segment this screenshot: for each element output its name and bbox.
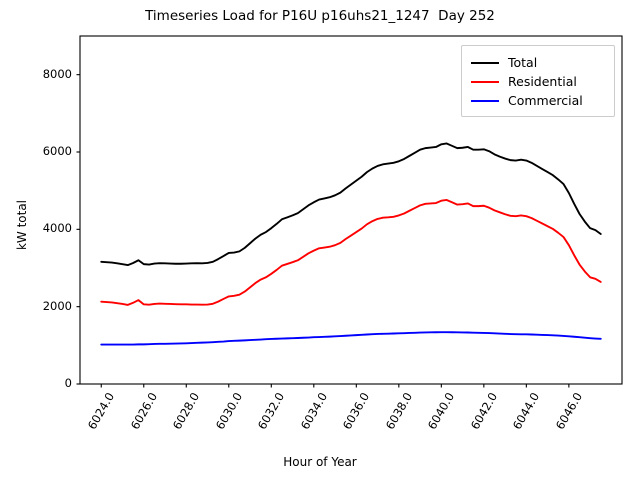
plot-frame [79, 35, 623, 385]
chart-legend: Total Residential Commercial [461, 45, 615, 117]
legend-item-residential: Residential [471, 72, 605, 91]
legend-swatch-commercial [471, 99, 499, 102]
series-line-residential [100, 198, 602, 306]
y-tick-label: 4000 [42, 221, 72, 236]
series-line-commercial [100, 331, 602, 346]
y-tick-label: 2000 [42, 298, 72, 313]
axes-spines [79, 35, 623, 385]
x-axis-label: Hour of Year [283, 455, 357, 469]
legend-swatch-total [471, 61, 499, 64]
legend-label-commercial: Commercial [508, 93, 583, 108]
chart-title: Timeseries Load for P16U p16uhs21_1247 D… [145, 8, 495, 24]
x-tick-marks [100, 384, 570, 388]
data-series-group [100, 142, 602, 346]
y-axis-label: kW total [15, 199, 29, 251]
series-line-total [100, 142, 602, 267]
legend-label-residential: Residential [508, 74, 577, 89]
legend-item-commercial: Commercial [471, 91, 605, 110]
y-tick-label: 6000 [42, 144, 72, 158]
y-tick-label: 0 [64, 376, 72, 390]
legend-label-total: Total [508, 55, 538, 70]
legend-swatch-residential [471, 80, 499, 83]
y-tick-marks [76, 74, 80, 385]
legend-item-total: Total [471, 53, 605, 72]
y-tick-label: 8000 [42, 66, 72, 81]
